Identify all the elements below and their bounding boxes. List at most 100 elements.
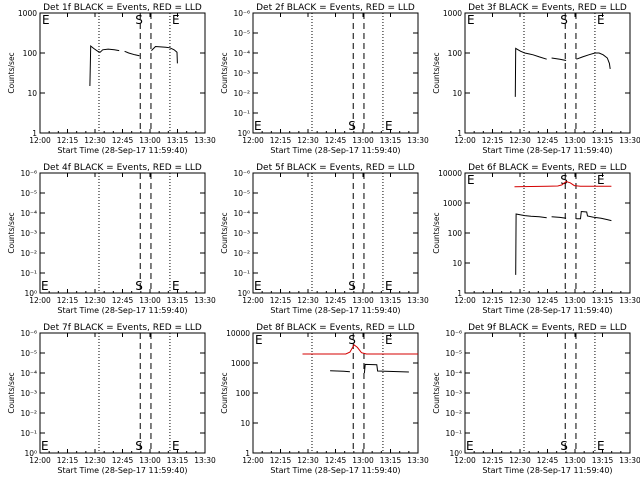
x-tick-label: 12:30	[297, 136, 319, 145]
y-tick-label: 1000	[18, 9, 37, 18]
x-tick-label: 13:30	[407, 136, 429, 145]
end-marker-label: E	[41, 279, 49, 293]
series-line-events	[551, 57, 567, 61]
x-tick-label: 13:15	[380, 456, 402, 465]
plot-frame	[464, 172, 631, 294]
y-tick-label: 10⁻⁴	[233, 49, 250, 58]
x-tick-label: 13:15	[592, 296, 614, 305]
y-tick-label: 10⁻⁵	[233, 29, 250, 38]
y-tick-label: 10⁻¹	[445, 429, 462, 438]
y-tick-label: 100	[448, 229, 463, 238]
end-marker-label: E	[41, 439, 49, 453]
x-tick-label: 12:45	[112, 456, 134, 465]
x-tick-label: 13:15	[592, 136, 614, 145]
x-tick-label: 12:00	[29, 296, 51, 305]
x-axis-label: Start Time (28-Sep-17 11:59:40)	[270, 306, 400, 315]
y-tick-label: 10000	[438, 169, 462, 178]
x-tick-label: 13:30	[619, 136, 640, 145]
x-tick-label: 13:30	[194, 296, 216, 305]
plot-panel-1: Det 1f BLACK = Events, RED = LLD 12:00 12:…	[7, 3, 216, 155]
x-axis-label: Start Time (28-Sep-17 11:59:40)	[270, 146, 400, 155]
y-tick-label: 10⁻⁶	[445, 329, 462, 338]
plot-title: Det 7f BLACK = Events, RED = LLD	[43, 323, 202, 333]
x-tick-label: 12:00	[454, 136, 476, 145]
x-tick-label: 12:15	[482, 456, 504, 465]
y-axis-label: Counts/sec	[7, 52, 16, 93]
x-tick-label: 12:15	[482, 296, 504, 305]
y-tick-label: 10⁻⁵	[20, 189, 37, 198]
x-tick-label: 12:15	[270, 136, 292, 145]
end-marker-label: E	[385, 333, 393, 347]
x-tick-label: 12:45	[325, 456, 347, 465]
x-tick-label: 12:30	[84, 136, 106, 145]
y-axis-label: Counts/sec	[220, 212, 229, 253]
plot-title: Det 5f BLACK = Events, RED = LLD	[256, 163, 415, 173]
x-tick-label: 12:15	[57, 456, 79, 465]
x-tick-label: 13:00	[139, 136, 161, 145]
y-tick-label: 10⁻²	[233, 89, 250, 98]
start-marker-label: S	[135, 439, 143, 453]
x-tick-label: 12:00	[454, 456, 476, 465]
series-line-events	[330, 370, 350, 373]
y-tick-label: 10⁻⁴	[233, 209, 250, 218]
y-tick-label: 10⁻⁵	[20, 349, 37, 358]
x-tick-label: 12:30	[297, 456, 319, 465]
y-tick-label: 10⁰	[237, 289, 250, 298]
x-axis-label: Start Time (28-Sep-17 11:59:40)	[482, 466, 612, 475]
y-tick-label: 10	[27, 89, 37, 98]
y-tick-label: 10⁻³	[20, 389, 37, 398]
plot-title: Det 8f BLACK = Events, RED = LLD	[256, 323, 415, 333]
x-tick-label: 13:15	[167, 296, 189, 305]
y-tick-label: 100	[448, 49, 463, 58]
x-tick-label: 13:30	[619, 456, 640, 465]
y-axis-label: Counts/sec	[432, 52, 441, 93]
x-tick-label: 12:30	[509, 456, 531, 465]
y-tick-label: 10⁻⁴	[445, 369, 462, 378]
y-tick-label: 10	[452, 259, 462, 268]
x-tick-label: 12:00	[454, 296, 476, 305]
plot-panel-3: Det 3f BLACK = Events, RED = LLD 12:00 12:…	[432, 3, 640, 155]
y-tick-label: 1	[245, 449, 250, 458]
x-tick-label: 12:30	[84, 296, 106, 305]
series-line-lld	[514, 180, 612, 188]
series-line-events	[576, 210, 612, 222]
x-tick-label: 13:30	[407, 296, 429, 305]
y-axis-label: Counts/sec	[432, 372, 441, 413]
end-marker-label: E	[254, 279, 262, 293]
end-marker-label: E	[172, 13, 180, 27]
y-tick-label: 10⁰	[24, 289, 37, 298]
series-line-events	[576, 52, 611, 69]
y-tick-label: 1000	[443, 9, 462, 18]
x-tick-label: 12:45	[112, 136, 134, 145]
y-tick-label: 1000	[443, 199, 462, 208]
x-tick-label: 12:45	[112, 296, 134, 305]
plot-panel-5: Det 5f BLACK = Events, RED = LLD 12:00 12:…	[220, 163, 429, 315]
end-marker-label: E	[466, 439, 474, 453]
x-tick-label: 12:15	[270, 296, 292, 305]
x-tick-label: 12:15	[57, 136, 79, 145]
x-axis-label: Start Time (28-Sep-17 11:59:40)	[57, 306, 187, 315]
y-tick-label: 10⁻²	[445, 409, 462, 418]
y-tick-label: 10⁰	[449, 449, 462, 458]
start-marker-label: S	[135, 279, 143, 293]
x-tick-label: 13:30	[619, 296, 640, 305]
plot-title: Det 9f BLACK = Events, RED = LLD	[468, 323, 627, 333]
plot-title: Det 3f BLACK = Events, RED = LLD	[468, 3, 627, 13]
x-tick-label: 13:00	[352, 456, 374, 465]
plot-panel-6: Det 6f BLACK = Events, RED = LLD 12:00 12:…	[432, 163, 640, 315]
start-marker-label: S	[348, 333, 356, 347]
start-marker-label: S	[560, 173, 568, 187]
end-marker-label: E	[467, 13, 475, 27]
x-tick-label: 13:00	[352, 296, 374, 305]
y-tick-label: 10⁻¹	[20, 429, 37, 438]
y-tick-label: 10⁻²	[233, 249, 250, 258]
y-tick-label: 1	[457, 289, 462, 298]
y-tick-label: 10⁻³	[20, 229, 37, 238]
x-tick-label: 12:30	[84, 456, 106, 465]
x-tick-label: 12:45	[537, 296, 559, 305]
x-tick-label: 13:30	[194, 456, 216, 465]
y-axis-label: Counts/sec	[7, 372, 16, 413]
x-axis-label: Start Time (28-Sep-17 11:59:40)	[482, 146, 612, 155]
x-tick-label: 13:15	[167, 456, 189, 465]
y-tick-label: 1	[457, 129, 462, 138]
